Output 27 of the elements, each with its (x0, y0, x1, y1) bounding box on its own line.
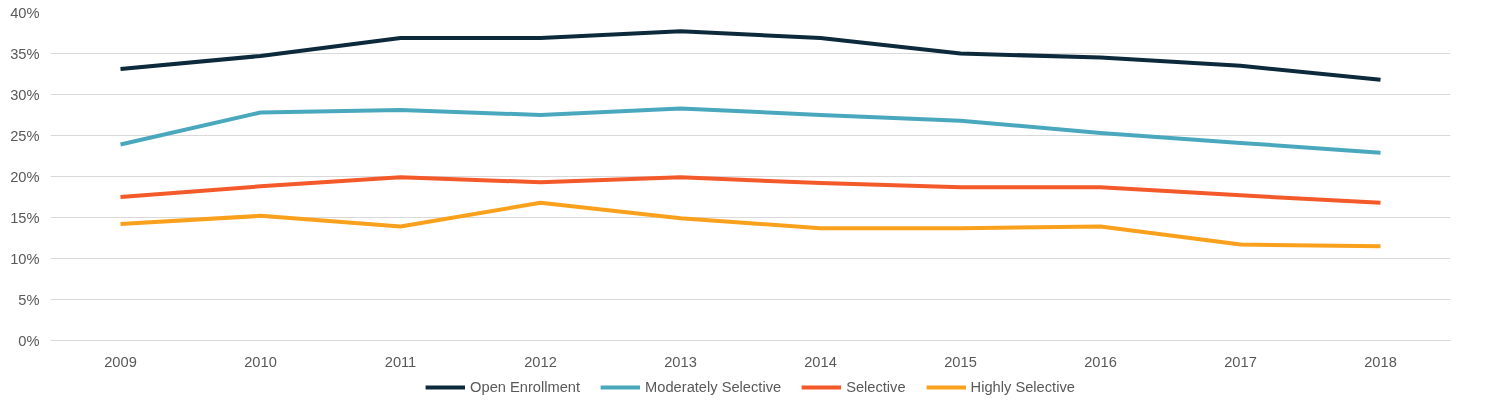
legend-label: Moderately Selective (645, 379, 782, 395)
x-tick-label: 2011 (384, 353, 417, 370)
y-tick-label: 40% (10, 4, 40, 21)
x-tick-label: 2017 (1224, 353, 1257, 370)
line-series (118, 175, 1383, 205)
y-tick-label: 25% (10, 127, 40, 144)
x-tick-label: 2009 (104, 353, 137, 370)
y-tick-label: 0% (18, 332, 40, 349)
y-tick-label: 10% (10, 250, 40, 267)
x-tick-label: 2015 (944, 353, 977, 370)
line-series (118, 200, 1383, 249)
legend-label: Selective (846, 379, 906, 395)
x-tick-label: 2016 (1084, 353, 1117, 370)
x-tick-label: 2013 (664, 353, 697, 370)
line-series (118, 29, 1383, 82)
legend-label: Open Enrollment (470, 379, 581, 395)
y-tick-label: 35% (10, 45, 40, 62)
x-tick-label: 2018 (1364, 353, 1397, 370)
x-tick-label: 2014 (804, 353, 837, 370)
y-tick-label: 5% (18, 291, 40, 308)
y-tick-label: 15% (10, 209, 40, 226)
y-tick-label: 30% (10, 86, 40, 103)
line-series (118, 106, 1383, 155)
y-tick-label: 20% (10, 168, 40, 185)
legend-label: Highly Selective (970, 379, 1075, 395)
x-tick-label: 2010 (244, 353, 277, 370)
x-tick-label: 2012 (524, 353, 557, 370)
